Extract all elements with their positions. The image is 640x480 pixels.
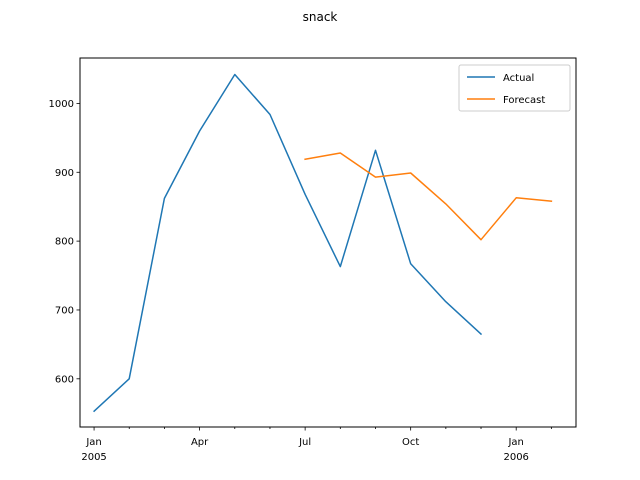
y-tick-label: 700 xyxy=(55,305,74,316)
series-line-forecast xyxy=(304,152,553,241)
series-layer xyxy=(93,73,553,413)
chart-title: snack xyxy=(303,10,338,24)
series-line-actual xyxy=(93,73,483,413)
legend-label-forecast: Forecast xyxy=(503,95,545,106)
y-tick-label: 600 xyxy=(55,374,74,385)
x-tick-label: Oct xyxy=(402,437,419,448)
x-tick-year-label: 2005 xyxy=(81,452,106,463)
x-tick-label: Jan xyxy=(85,437,101,448)
x-tick-label: Apr xyxy=(191,437,209,448)
y-axis: 600 700 800 900 1000 xyxy=(49,99,80,385)
y-tick-label: 1000 xyxy=(49,99,74,110)
y-tick-label: 800 xyxy=(55,237,74,248)
x-axis: Jan 2005 Apr Jul Oct Jan 2006 xyxy=(81,427,552,463)
legend-label-actual: Actual xyxy=(503,73,534,84)
x-tick-year-label: 2006 xyxy=(503,452,528,463)
x-tick-label: Jul xyxy=(298,437,311,448)
plot-frame xyxy=(79,57,577,428)
x-tick-label: Jan xyxy=(507,437,523,448)
y-tick-label: 900 xyxy=(55,168,74,179)
legend: Actual Forecast xyxy=(458,64,571,112)
